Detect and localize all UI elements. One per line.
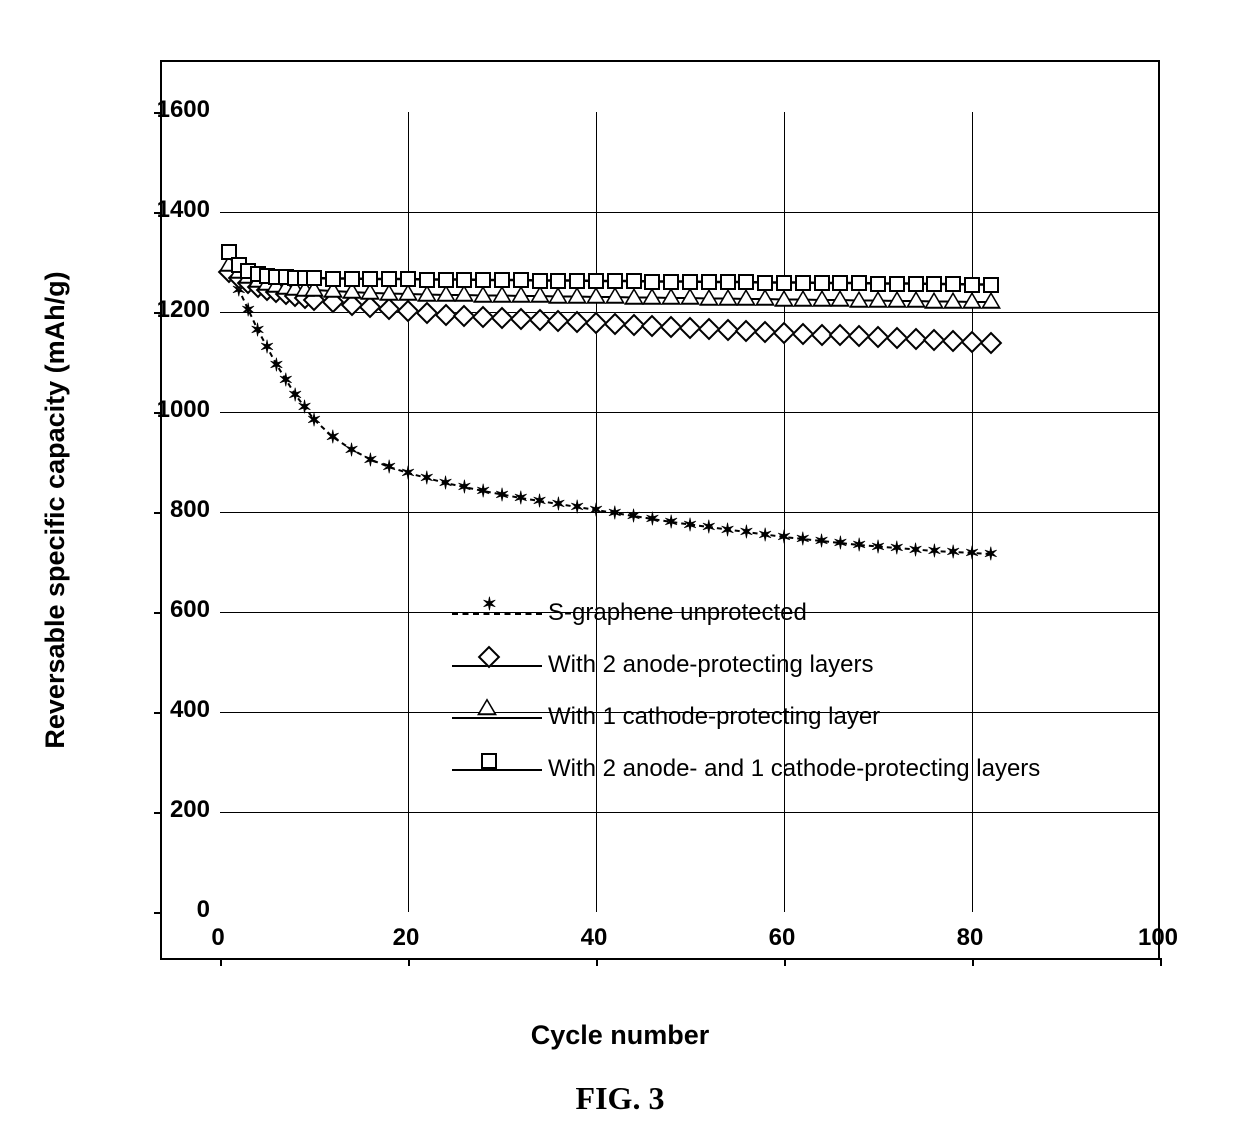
x-axis-label: Cycle number [531,1020,710,1051]
chart: Reversable specific capacity (mAh/g) ✶✶✶… [20,20,1220,1070]
plot-frame: ✶✶✶✶✶✶✶✶✶✶✶✶✶✶✶✶✶✶✶✶✶✶✶✶✶✶✶✶✶✶✶✶✶✶✶✶✶✶✶✶… [160,60,1160,960]
legend-label: S-graphene unprotected [548,599,807,627]
legend-label: With 2 anode- and 1 cathode-protecting l… [548,755,1040,783]
y-tick-label: 1200 [140,296,210,324]
legend: ✶S-graphene unprotected With 2 anode-prot… [452,587,1040,795]
x-tick-label: 80 [940,924,1000,952]
x-tick-label: 20 [376,924,436,952]
legend-item: ✶S-graphene unprotected [452,587,1040,639]
legend-item: With 1 cathode-protecting layer [452,691,1040,743]
legend-item: With 2 anode- and 1 cathode-protecting l… [452,743,1040,795]
legend-label: With 2 anode-protecting layers [548,651,874,679]
x-tick-label: 0 [188,924,248,952]
x-tick-label: 60 [752,924,812,952]
figure-caption: FIG. 3 [20,1080,1220,1117]
legend-label: With 1 cathode-protecting layer [548,703,880,731]
x-tick-label: 40 [564,924,624,952]
y-tick-label: 1000 [140,396,210,424]
y-tick-label: 600 [140,596,210,624]
y-tick-label: 1400 [140,196,210,224]
y-tick-label: 1600 [140,96,210,124]
y-axis-label: Reversable specific capacity (mAh/g) [40,271,71,748]
y-tick-label: 400 [140,696,210,724]
legend-item: With 2 anode-protecting layers [452,639,1040,691]
y-tick-label: 0 [140,896,210,924]
y-tick-label: 800 [140,496,210,524]
x-tick-label: 100 [1128,924,1188,952]
figure: Reversable specific capacity (mAh/g) ✶✶✶… [20,20,1220,1117]
y-tick-label: 200 [140,796,210,824]
